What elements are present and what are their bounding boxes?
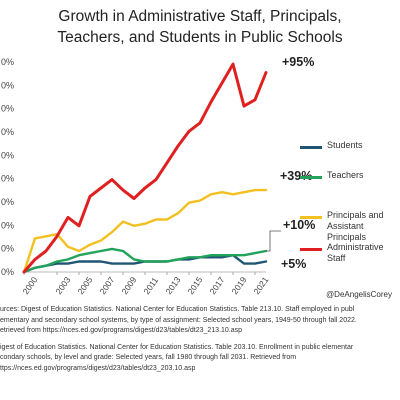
legend-item-principals: Principals and Assistant Principals [300,210,400,243]
series-line-2 [22,247,268,274]
source-note-1: urces: Digest of Education Statistics. N… [0,305,400,337]
x-tick-label: 2003 [53,275,72,296]
x-tick-label: 2000 [20,275,39,296]
y-tick-label: 0% [1,267,14,277]
author-handle: @DeAngelisCorey [326,290,392,299]
x-tick-label: 2009 [119,275,138,296]
end-value-label: +95% [282,55,314,69]
legend-swatch-admin [300,248,322,251]
end-value-label: +10% [283,218,315,232]
chart-title-line-2: Teachers, and Students in Public Schools [57,29,343,46]
source-note-2-line-3: ttps://nces.ed.gov/programs/digest/d23/t… [0,364,196,372]
source-note-1-line-3: etrieved from https://nces.ed.gov/progra… [0,327,243,335]
y-tick-label: 0% [1,174,14,184]
legend-label-teachers: Teachers [327,170,364,180]
y-tick-label: 0% [1,150,14,160]
line-chart: 0% 0% 0% 0% 0% 0% 0% 0% 0% 0% 2000 2003 2005 2007 2009… [1,55,315,296]
x-tick-label: 2021 [251,275,270,296]
y-tick-label: 0% [1,127,14,137]
legend-label-principals: Principals and Assistant Principals [327,210,384,242]
legend-label-admin: Administrative Staff [327,242,384,263]
series-line-4 [22,62,268,274]
x-tick-label: 2013 [163,275,182,296]
x-tick-label: 2017 [207,275,226,296]
legend-label-students: Students [327,140,363,150]
chart-title: Growth in Administrative Staff, Principa… [0,6,400,48]
end-value-label: +39% [280,169,312,183]
source-note-2-line-2: condary schools, by level and grade: Sel… [0,354,297,362]
chart-title-line-1: Growth in Administrative Staff, Principa… [58,8,342,25]
y-tick-label: 0% [1,57,14,67]
series-line-3 [22,188,268,274]
source-note-2: igest of Education Statistics. National … [0,343,400,375]
legend-swatch-principals [300,216,322,219]
legend-swatch-students [300,146,322,149]
legend-item-teachers: Teachers [300,170,400,181]
source-note-1-line-2: ementary and secondary school systems, b… [0,316,357,324]
x-tick-label: 2005 [75,275,94,296]
source-notes: urces: Digest of Education Statistics. N… [0,305,400,381]
end-value-label: +5% [281,257,306,271]
x-tick-label: 2015 [185,275,204,296]
source-note-2-line-1: igest of Education Statistics. National … [0,343,354,351]
callout-line [266,230,281,252]
legend-swatch-teachers [300,176,322,179]
x-tick-label: 2007 [97,275,116,296]
source-note-1-line-1: urces: Digest of Education Statistics. N… [0,306,355,313]
y-tick-label: 0% [1,244,14,254]
x-tick-label: 2011 [141,275,160,296]
legend-item-students: Students [300,140,400,151]
legend-item-admin: Administrative Staff [300,242,400,264]
x-tick-label: 2019 [229,275,248,296]
y-tick-label: 0% [1,80,14,90]
y-tick-label: 0% [1,197,14,207]
y-tick-label: 0% [1,104,14,114]
series-line-1 [22,254,268,274]
y-tick-label: 0% [1,220,14,230]
